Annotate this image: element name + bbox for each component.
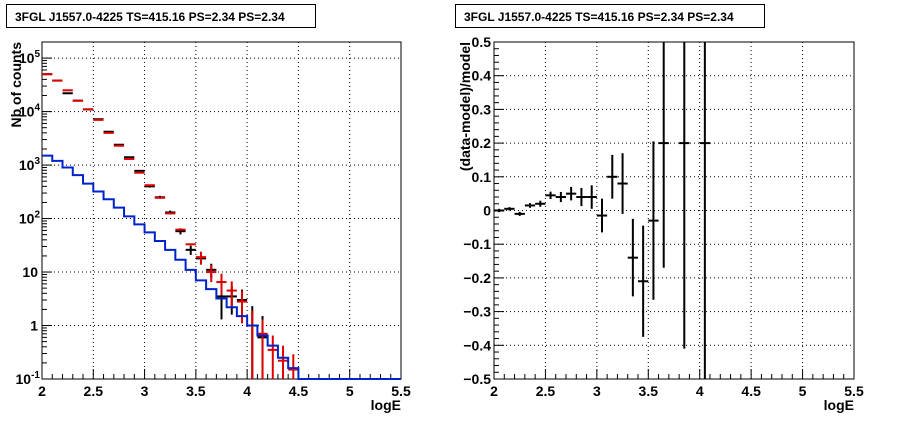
model-step-line bbox=[42, 154, 401, 380]
left-xtick-label-0: 2 bbox=[38, 383, 46, 399]
left-xtick-label-7: 5.5 bbox=[391, 383, 411, 399]
right-xtick-label-0: 2 bbox=[490, 383, 498, 399]
left-xtick-label-2: 3 bbox=[141, 383, 149, 399]
right-ytick-label-4: −0.1 bbox=[463, 236, 491, 252]
right-ytick-label-9: 0.4 bbox=[472, 68, 492, 84]
right-xtick-label-4: 4 bbox=[696, 383, 704, 399]
right-ytick-label-7: 0.2 bbox=[472, 135, 492, 151]
left-xtick-label-5: 4.5 bbox=[289, 383, 309, 399]
left-xtick-label-4: 4 bbox=[243, 383, 251, 399]
right-xtick-label-3: 3.5 bbox=[639, 383, 659, 399]
left-xtick-label-1: 2.5 bbox=[84, 383, 104, 399]
right-xtick-label-5: 4.5 bbox=[741, 383, 761, 399]
right-ytick-label-0: −0.5 bbox=[463, 371, 491, 387]
left-xtick-label-3: 3.5 bbox=[186, 383, 206, 399]
right-y-axis-title: (data-model)/model bbox=[457, 42, 473, 171]
right-xtick-label-1: 2.5 bbox=[536, 383, 556, 399]
right-xtick-label-7: 5.5 bbox=[844, 383, 864, 399]
left-plot-area bbox=[42, 42, 401, 379]
right-ytick-label-2: −0.3 bbox=[463, 304, 491, 320]
left-ytick-label-4: 103 bbox=[19, 156, 41, 173]
left-y-axis-title: Nb of counts bbox=[8, 42, 24, 128]
right-x-axis-title: logE bbox=[824, 397, 854, 413]
left-chart-title: 3FGL J1557.0-4225 TS=415.16 PS=2.34 PS=2… bbox=[6, 4, 316, 28]
right-chart-title: 3FGL J1557.0-4225 TS=415.16 PS=2.34 PS=2… bbox=[455, 4, 765, 28]
left-ytick-label-1: 1 bbox=[30, 318, 38, 334]
right-xtick-label-6: 5 bbox=[799, 383, 807, 399]
left-xtick-label-6: 5 bbox=[346, 383, 354, 399]
left-ytick-label-3: 102 bbox=[19, 210, 41, 227]
right-ytick-label-10: 0.5 bbox=[472, 34, 492, 50]
left-x-axis-title: logE bbox=[371, 397, 401, 413]
left-ytick-label-6: 105 bbox=[19, 49, 41, 66]
right-xtick-label-2: 3 bbox=[593, 383, 601, 399]
right-ytick-label-6: 0.1 bbox=[472, 169, 492, 185]
right-ytick-label-3: −0.2 bbox=[463, 270, 491, 286]
right-ytick-label-5: 0 bbox=[483, 203, 491, 219]
left-ytick-label-2: 10 bbox=[22, 264, 38, 280]
left-plot-frame bbox=[41, 41, 402, 380]
left-ytick-label-0: 10-1 bbox=[16, 370, 41, 387]
left-ytick-label-5: 104 bbox=[19, 103, 41, 120]
right-ytick-label-8: 0.3 bbox=[472, 101, 492, 117]
right-ytick-label-1: −0.4 bbox=[463, 337, 491, 353]
